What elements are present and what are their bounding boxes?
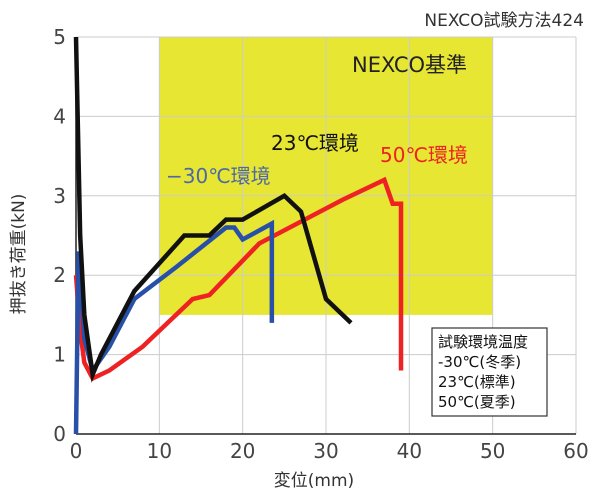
nexco-standard-label: NEXCO基準 xyxy=(352,53,467,77)
grid xyxy=(76,36,577,434)
x-tick-label: 50 xyxy=(480,439,505,463)
x-tick-labels: 0 10 20 30 40 50 60 xyxy=(70,439,589,463)
y-tick-label: 4 xyxy=(53,104,66,128)
legend-line: -30℃(冬季) xyxy=(438,353,521,371)
y-tick-label: 2 xyxy=(53,263,66,287)
legend-box xyxy=(431,327,548,417)
series-label-23c: 23℃環境 xyxy=(271,131,359,155)
y-tick-label: 0 xyxy=(53,422,66,446)
series-line xyxy=(73,176,404,382)
x-axis-label: 変位(mm) xyxy=(274,471,354,491)
series-label-minus30c: −30℃環境 xyxy=(166,164,271,188)
series-label-50c: 50℃環境 xyxy=(380,143,468,167)
y-tick-label: 3 xyxy=(53,184,66,208)
series-lines xyxy=(73,36,404,435)
y-tick-labels: 0 1 2 3 4 5 xyxy=(53,25,66,446)
series-line xyxy=(73,36,353,383)
y-tick-label: 1 xyxy=(53,343,66,367)
y-axis-label: 押抜き荷重(kN) xyxy=(9,194,29,315)
x-tick-label: 10 xyxy=(147,439,172,463)
x-tick-label: 0 xyxy=(70,439,83,463)
plot-area: 0 10 20 30 40 50 60 0 1 2 3 4 5 xyxy=(53,25,588,463)
x-tick-label: 60 xyxy=(563,439,588,463)
x-tick-label: 20 xyxy=(230,439,255,463)
test-temperature-legend: 試験環境温度 -30℃(冬季) 23℃(標準) 50℃(夏季) xyxy=(431,327,548,417)
legend-title: 試験環境温度 xyxy=(438,333,528,351)
x-tick-label: 40 xyxy=(397,439,422,463)
legend-line: 23℃(標準) xyxy=(438,373,516,391)
legend-line: 50℃(夏季) xyxy=(438,393,516,411)
y-tick-label: 5 xyxy=(53,25,66,49)
source-label: NEXCO試験方法424 xyxy=(424,11,584,31)
x-tick-label: 30 xyxy=(313,439,338,463)
